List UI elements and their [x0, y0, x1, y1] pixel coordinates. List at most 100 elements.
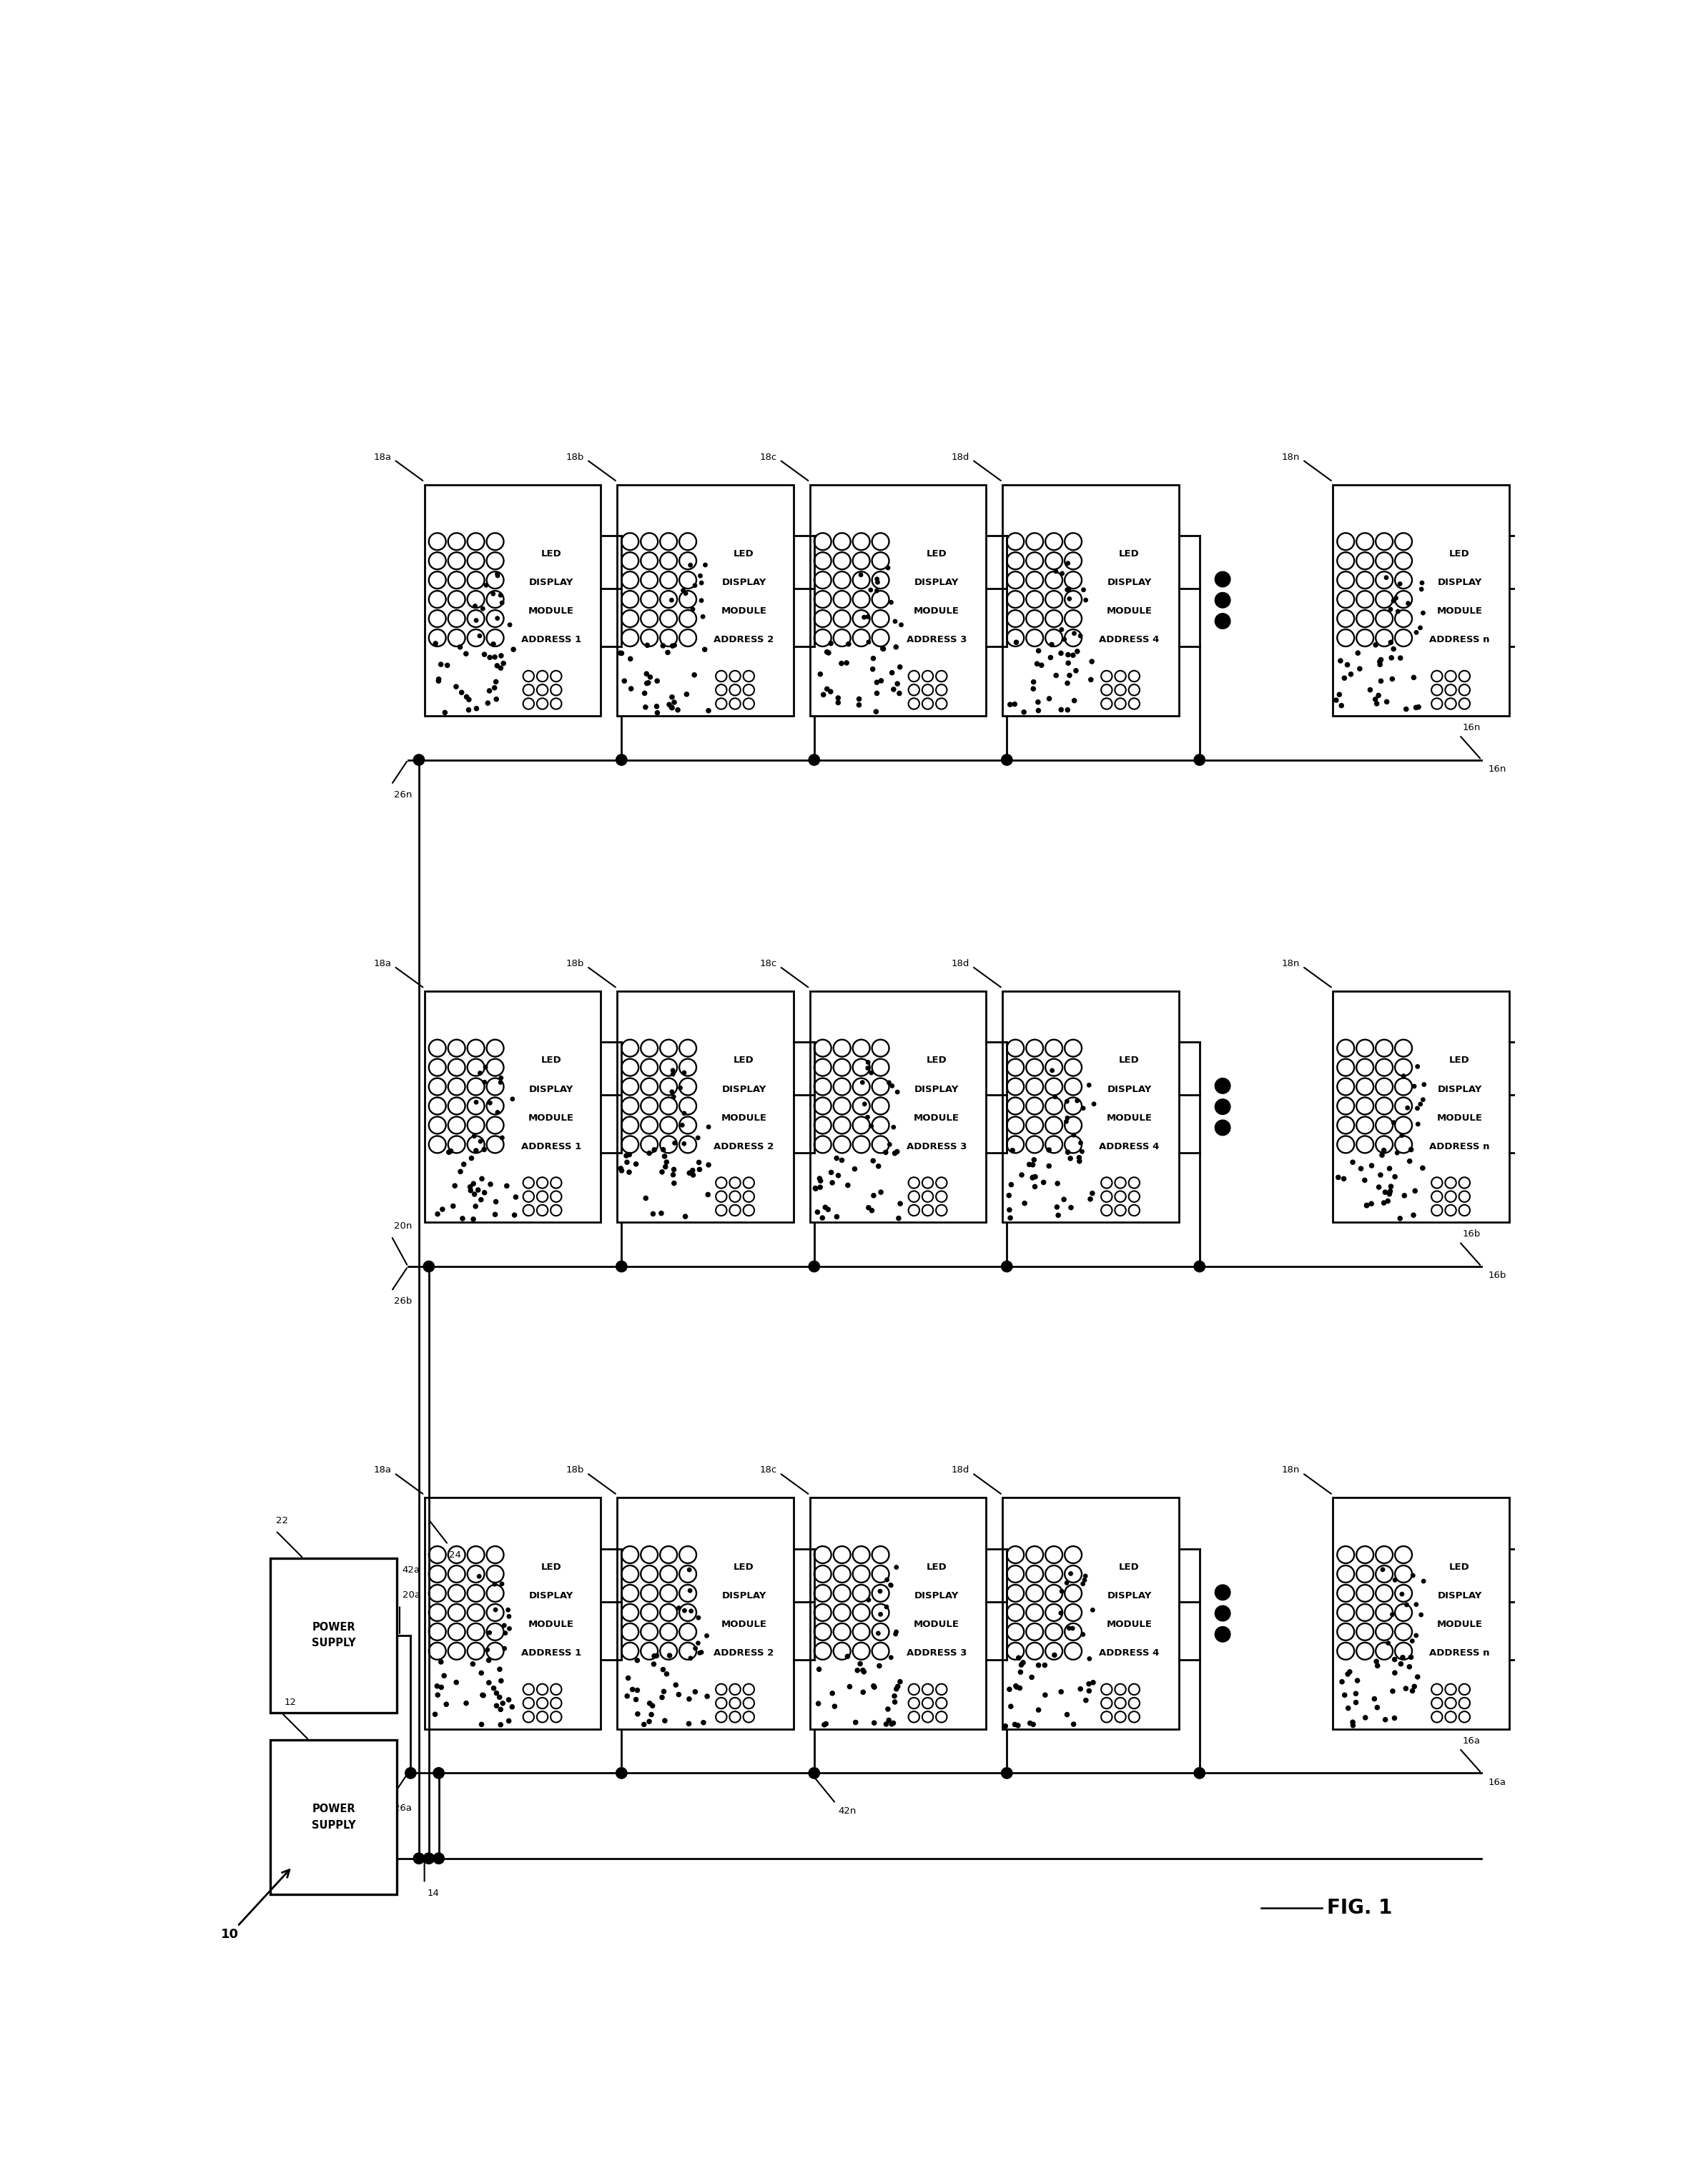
Circle shape: [1404, 1686, 1408, 1690]
Circle shape: [1391, 598, 1396, 603]
Circle shape: [478, 1140, 483, 1142]
Circle shape: [1408, 1160, 1411, 1164]
Circle shape: [890, 601, 893, 605]
Circle shape: [1369, 1164, 1374, 1168]
Circle shape: [1072, 699, 1077, 703]
Text: 18d: 18d: [952, 452, 969, 461]
Circle shape: [846, 1653, 849, 1658]
Circle shape: [1389, 1184, 1393, 1188]
Circle shape: [871, 666, 874, 670]
Text: 24: 24: [449, 1551, 461, 1559]
Circle shape: [839, 1158, 844, 1162]
Circle shape: [474, 1149, 478, 1153]
Circle shape: [441, 1208, 444, 1212]
Circle shape: [662, 1153, 667, 1158]
Circle shape: [501, 1701, 505, 1706]
Circle shape: [1067, 561, 1070, 566]
Circle shape: [1411, 1572, 1415, 1577]
Circle shape: [1408, 1664, 1411, 1669]
Circle shape: [1384, 699, 1389, 703]
Text: 20n: 20n: [393, 1221, 412, 1230]
Circle shape: [885, 1605, 888, 1610]
Bar: [1334, 485, 1509, 716]
Circle shape: [1040, 664, 1043, 668]
Circle shape: [692, 673, 697, 677]
Circle shape: [856, 1669, 859, 1673]
Text: MODULE: MODULE: [1436, 1114, 1482, 1123]
Circle shape: [670, 1090, 674, 1094]
Text: ADDRESS 2: ADDRESS 2: [714, 1649, 775, 1658]
Circle shape: [506, 1719, 511, 1723]
Circle shape: [1057, 1212, 1060, 1216]
Circle shape: [498, 594, 503, 596]
Circle shape: [689, 1610, 694, 1614]
Circle shape: [881, 646, 885, 651]
Text: 20a: 20a: [402, 1590, 420, 1599]
Circle shape: [684, 592, 687, 596]
Circle shape: [1391, 646, 1396, 651]
Circle shape: [628, 1153, 631, 1158]
Circle shape: [1030, 1175, 1035, 1179]
Circle shape: [832, 1704, 837, 1708]
Circle shape: [1362, 1177, 1367, 1182]
Text: MODULE: MODULE: [913, 1621, 959, 1629]
Circle shape: [424, 1852, 434, 1863]
Text: 18d: 18d: [952, 1465, 969, 1474]
Circle shape: [1031, 686, 1035, 690]
Text: ADDRESS 2: ADDRESS 2: [714, 636, 775, 644]
Circle shape: [1389, 655, 1394, 660]
Circle shape: [898, 664, 901, 668]
Circle shape: [503, 1631, 508, 1636]
Text: MODULE: MODULE: [1106, 1114, 1153, 1123]
Circle shape: [1003, 1723, 1008, 1728]
Circle shape: [844, 660, 849, 666]
Circle shape: [479, 1197, 483, 1201]
Circle shape: [869, 1070, 873, 1075]
Circle shape: [682, 587, 685, 592]
Circle shape: [1367, 688, 1372, 692]
Circle shape: [1420, 581, 1425, 585]
Text: 18b: 18b: [565, 452, 584, 461]
Circle shape: [1376, 1664, 1379, 1669]
Circle shape: [486, 701, 490, 705]
Circle shape: [468, 1184, 473, 1188]
Circle shape: [672, 1094, 675, 1099]
Circle shape: [1030, 1675, 1035, 1679]
Circle shape: [1026, 1162, 1031, 1166]
Circle shape: [679, 1085, 682, 1090]
Circle shape: [1398, 655, 1403, 660]
Circle shape: [442, 1673, 446, 1677]
Circle shape: [847, 1684, 852, 1688]
Circle shape: [886, 1708, 890, 1712]
Circle shape: [1080, 1631, 1085, 1636]
Circle shape: [1079, 633, 1082, 638]
Circle shape: [1354, 1701, 1359, 1706]
Text: FIG. 1: FIG. 1: [1327, 1898, 1393, 1918]
Circle shape: [815, 1210, 820, 1214]
Text: LED: LED: [1119, 1562, 1139, 1572]
Circle shape: [619, 1168, 625, 1173]
Bar: [810, 1498, 986, 1730]
Circle shape: [449, 1149, 452, 1153]
Bar: [424, 485, 601, 716]
Circle shape: [1014, 1684, 1020, 1688]
Circle shape: [836, 1173, 841, 1177]
Circle shape: [1389, 640, 1393, 644]
Circle shape: [643, 690, 647, 695]
Circle shape: [819, 673, 822, 677]
Circle shape: [1215, 1120, 1231, 1136]
Circle shape: [1067, 673, 1072, 677]
Circle shape: [503, 1647, 506, 1651]
Circle shape: [451, 1203, 456, 1208]
Circle shape: [895, 681, 900, 686]
Circle shape: [658, 1212, 663, 1216]
Circle shape: [817, 1666, 822, 1671]
Circle shape: [1058, 1612, 1063, 1614]
Circle shape: [1413, 1085, 1416, 1088]
Circle shape: [496, 616, 500, 620]
Circle shape: [1355, 651, 1361, 655]
Circle shape: [503, 1623, 506, 1627]
Circle shape: [667, 1653, 672, 1658]
Circle shape: [1041, 1179, 1047, 1184]
Circle shape: [1058, 708, 1063, 712]
